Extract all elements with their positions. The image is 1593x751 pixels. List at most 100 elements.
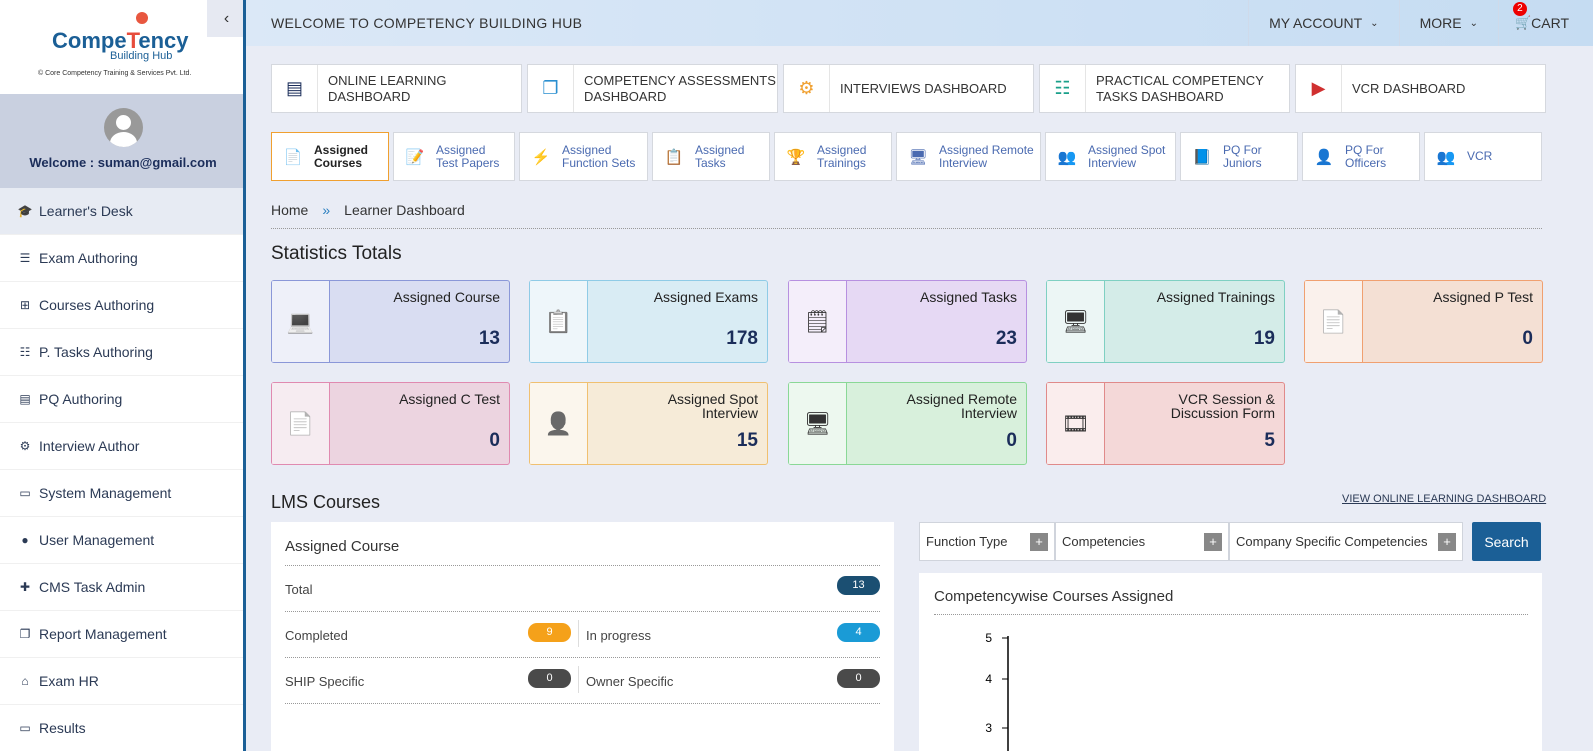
welcome-text: Welcome : suman@gmail.com — [29, 155, 217, 170]
tab-label: Assigned — [817, 142, 867, 157]
tab-2[interactable]: ⚡ Assigned Function Sets — [519, 132, 648, 181]
stat-card[interactable]: 🖥 Assigned Remote Interview 0 — [788, 382, 1027, 465]
breadcrumb-home[interactable]: Home — [271, 202, 309, 218]
dashboard-label: PRACTICAL COMPETENCY — [1096, 72, 1264, 88]
dashboard-label: COMPETENCY ASSESSMENTS — [584, 72, 776, 88]
view-online-learning-link[interactable]: VIEW ONLINE LEARNING DASHBOARD — [1342, 493, 1547, 505]
search-button[interactable]: Search — [1472, 522, 1541, 561]
tab-label: Assigned — [314, 142, 369, 157]
tab-5[interactable]: 🖥 Assigned Remote Interview — [896, 132, 1041, 181]
copy-icon: ❐ — [19, 627, 31, 641]
sidebar-item-pq-authoring[interactable]: ▤ PQ Authoring — [0, 376, 243, 423]
tab-label: Juniors — [1223, 155, 1262, 170]
tab-label: Test Papers — [436, 155, 500, 170]
sidebar-item-results[interactable]: ▭ Results — [0, 705, 243, 751]
tab-4[interactable]: 🏆 Assigned Trainings — [774, 132, 892, 181]
divider — [285, 703, 880, 704]
tab-8[interactable]: 👤 PQ For Officers — [1302, 132, 1420, 181]
sidebar-item-label: PQ Authoring — [39, 391, 123, 407]
stat-card[interactable]: 🖥 Assigned Trainings 19 — [1046, 280, 1285, 363]
chart-title: Competencywise Courses Assigned — [934, 588, 1174, 605]
stat-card[interactable]: 📄 Assigned P Test 0 — [1304, 280, 1543, 363]
competency-chart: 5 4 3 — [985, 631, 1009, 751]
my-account-menu[interactable]: MY ACCOUNT ⌄ — [1248, 0, 1398, 46]
stat-label: Assigned Spot Interview — [667, 391, 758, 421]
bank-icon: ⌂ — [21, 674, 29, 688]
sidebar-item-p-tasks-authoring[interactable]: ☷ P. Tasks Authoring — [0, 329, 243, 376]
tab-7[interactable]: 📘 PQ For Juniors — [1180, 132, 1298, 181]
tab-label: Officers — [1345, 155, 1387, 170]
dashboard-link-3[interactable]: ☷ PRACTICAL COMPETENCY TASKS DASHBOARD — [1039, 64, 1290, 113]
tab-9[interactable]: 👥 VCR — [1424, 132, 1542, 181]
stat-label: Assigned Tasks — [919, 289, 1017, 305]
stat-value: 23 — [995, 328, 1017, 349]
dashboard-label: VCR DASHBOARD — [1352, 80, 1466, 96]
dashboard-link-0[interactable]: ▤ ONLINE LEARNING DASHBOARD — [271, 64, 522, 113]
book-icon: ▤ — [272, 65, 318, 112]
plus-icon[interactable]: + — [1438, 532, 1456, 551]
plus-icon[interactable]: + — [1030, 532, 1048, 551]
divider — [285, 657, 880, 658]
stat-value: 0 — [1522, 328, 1533, 349]
tab-label: PQ For — [1345, 142, 1384, 157]
sidebar-item-cms-task-admin[interactable]: ✚ CMS Task Admin — [0, 564, 243, 611]
stat-card[interactable]: 📋 Assigned Exams 178 — [529, 280, 768, 363]
stat-icon: 👤 — [530, 383, 588, 464]
tasks-icon: ☷ — [19, 345, 31, 359]
stat-card[interactable]: 📄 Assigned C Test 0 — [271, 382, 510, 465]
company-specific-filter[interactable]: Company Specific Competencies + — [1229, 522, 1463, 561]
chevron-down-icon: ⌄ — [1370, 17, 1379, 29]
dashboard-label: INTERVIEWS DASHBOARD — [840, 80, 1007, 96]
tab-icon: 🏆 — [786, 148, 806, 166]
tab-label: Interview — [1088, 155, 1137, 170]
sidebar-item-report-management[interactable]: ❐ Report Management — [0, 611, 243, 658]
sidebar-item-label: Courses Authoring — [39, 297, 155, 313]
stat-card[interactable]: 💻 Assigned Course 13 — [271, 280, 510, 363]
dashboard-label: DASHBOARD — [328, 88, 411, 104]
function-type-filter[interactable]: Function Type + — [919, 522, 1055, 561]
stat-label: Assigned Trainings — [1156, 289, 1275, 305]
dashboard-link-4[interactable]: ▶ VCR DASHBOARD — [1295, 64, 1546, 113]
sidebar-item-system-management[interactable]: ▭ System Management — [0, 470, 243, 517]
sidebar-item-user-management[interactable]: ● User Management — [0, 517, 243, 564]
ship-specific-badge: 0 — [528, 669, 571, 688]
competencies-filter[interactable]: Competencies + — [1055, 522, 1229, 561]
sidebar-item-exam-authoring[interactable]: ☰ Exam Authoring — [0, 235, 243, 282]
stat-icon: 🗒 — [789, 281, 847, 362]
tab-label: VCR — [1467, 149, 1493, 163]
total-label: Total — [285, 582, 313, 597]
sidebar-item-exam-hr[interactable]: ⌂ Exam HR — [0, 658, 243, 705]
stat-value: 19 — [1253, 328, 1275, 349]
sidebar-item-label: P. Tasks Authoring — [39, 344, 153, 360]
stat-card[interactable]: 🗒 Assigned Tasks 23 — [788, 280, 1027, 363]
stat-value: 13 — [478, 328, 500, 349]
stat-label: Assigned P Test — [1433, 289, 1533, 305]
copy-icon: ❐ — [528, 65, 574, 112]
more-menu[interactable]: MORE ⌄ — [1398, 0, 1498, 46]
sidebar: CompeTency Building Hub © Core Competenc… — [0, 0, 246, 751]
stat-icon: 📋 — [530, 281, 588, 362]
sidebar-item-interview-author[interactable]: ⚙ Interview Author — [0, 423, 243, 470]
collapse-sidebar-button[interactable]: ‹ — [207, 0, 243, 37]
cart-button[interactable]: 2 🛒 CART — [1497, 0, 1593, 46]
tab-6[interactable]: 👥 Assigned Spot Interview — [1045, 132, 1176, 181]
tab-1[interactable]: 📝 Assigned Test Papers — [393, 132, 515, 181]
chevron-down-icon: ⌄ — [1469, 17, 1478, 29]
stat-card[interactable]: 👤 Assigned Spot Interview 15 — [529, 382, 768, 465]
breadcrumb-separator: » — [322, 202, 331, 218]
stat-label: Assigned Exams — [653, 289, 758, 305]
tab-3[interactable]: 📋 Assigned Tasks — [652, 132, 770, 181]
stat-card[interactable]: 🎞 VCR Session & Discussion Form 5 — [1046, 382, 1285, 465]
video-file-icon: ▶ — [1296, 65, 1342, 112]
dashboard-link-1[interactable]: ❐ COMPETENCY ASSESSMENTS DASHBOARD — [527, 64, 778, 113]
tab-label: Assigned Spot — [1088, 142, 1166, 157]
tab-0[interactable]: 📄 Assigned Courses — [271, 132, 389, 181]
assigned-course-card: Assigned Course Total 13 Completed 9 In … — [271, 522, 894, 751]
tab-icon: 📘 — [1192, 148, 1212, 166]
stat-icon: 🖥 — [1047, 281, 1105, 362]
tab-label: Function Sets — [562, 155, 636, 170]
dashboard-link-2[interactable]: ⚙ INTERVIEWS DASHBOARD — [783, 64, 1034, 113]
sidebar-item-learner-s-desk[interactable]: 🎓 Learner's Desk — [0, 188, 243, 235]
sidebar-item-courses-authoring[interactable]: ⊞ Courses Authoring — [0, 282, 243, 329]
plus-icon[interactable]: + — [1204, 532, 1222, 551]
